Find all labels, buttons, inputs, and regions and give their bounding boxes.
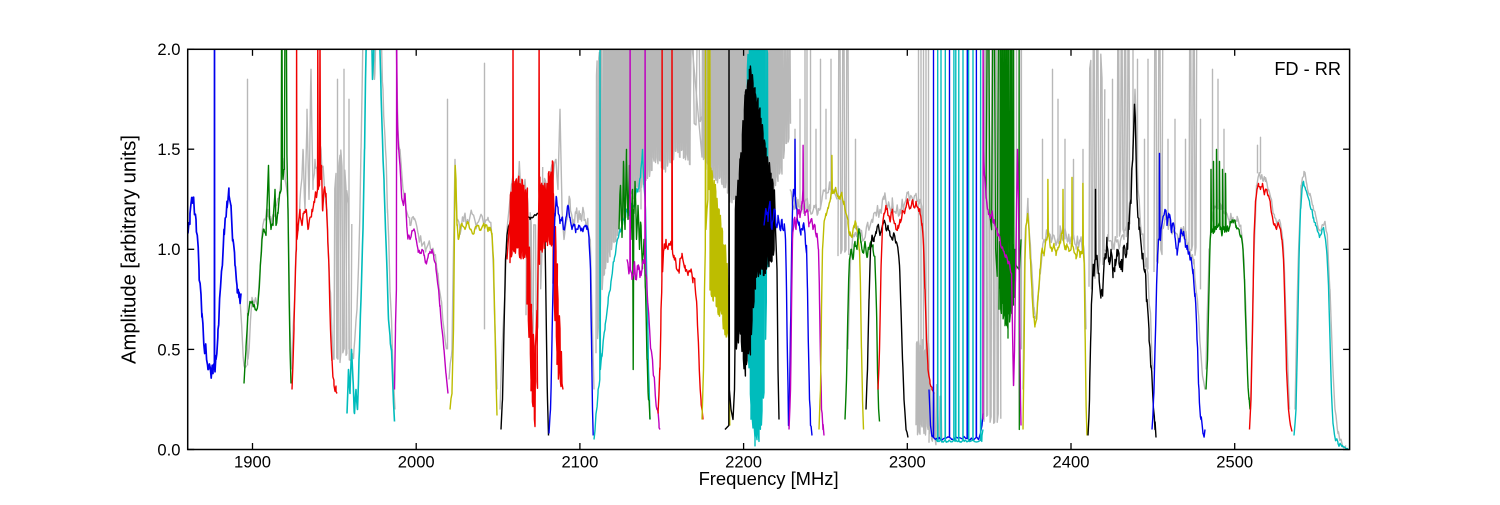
svg-text:FD - RR: FD - RR [1274,59,1341,79]
svg-text:0.0: 0.0 [157,440,180,459]
svg-text:Amplitude [arbitrary units]: Amplitude [arbitrary units] [119,135,141,364]
svg-text:2500: 2500 [1216,453,1253,472]
svg-text:2100: 2100 [561,453,598,472]
svg-text:1.0: 1.0 [157,240,180,259]
svg-text:2200: 2200 [725,453,762,472]
svg-text:2400: 2400 [1053,453,1090,472]
svg-text:2.0: 2.0 [157,40,180,59]
svg-text:1900: 1900 [234,453,271,472]
svg-text:0.5: 0.5 [157,340,180,359]
svg-text:2000: 2000 [398,453,435,472]
svg-text:2300: 2300 [889,453,926,472]
svg-text:Frequency [MHz]: Frequency [MHz] [699,468,839,489]
svg-text:1.5: 1.5 [157,140,180,159]
